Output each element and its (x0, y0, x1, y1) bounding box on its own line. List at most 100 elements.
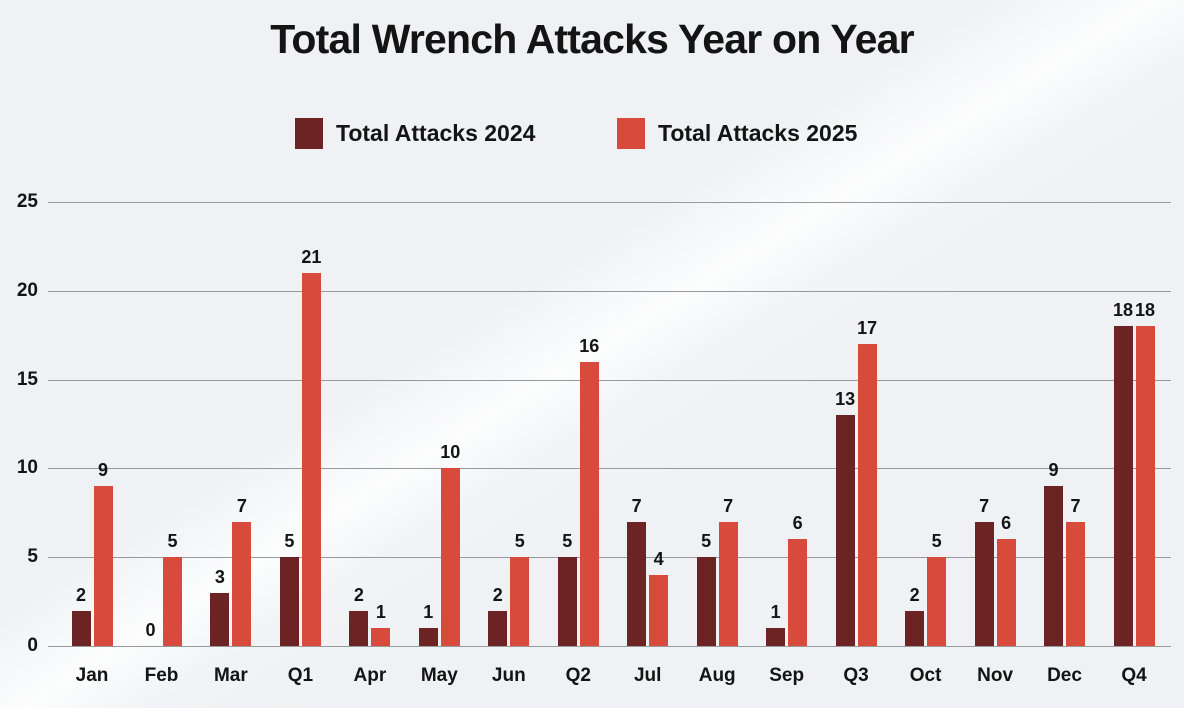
bar-value-label-total-attacks-2025-mar: 7 (236, 495, 247, 516)
bar-total-attacks-2024-sep (766, 628, 786, 646)
legend-item-2024: Total Attacks 2024 (295, 118, 535, 149)
y-axis-tick-label-25: 25 (16, 191, 38, 212)
y-axis-tick-label-0: 0 (27, 635, 38, 656)
bar-total-attacks-2025-q3 (857, 344, 877, 646)
bar-total-attacks-2025-q1 (301, 273, 321, 646)
bar-value-label-total-attacks-2024-feb: 0 (145, 620, 156, 640)
bar-total-attacks-2025-feb (163, 557, 182, 646)
x-axis-label-q2: Q2 (565, 665, 591, 686)
legend-swatch-2024 (295, 118, 323, 149)
bar-value-label-total-attacks-2025-may: 10 (440, 442, 461, 463)
bar-total-attacks-2025-oct (927, 557, 947, 646)
y-axis-tick-label-10: 10 (16, 457, 38, 479)
bar-total-attacks-2025-dec (1066, 521, 1085, 646)
bar-value-label-total-attacks-2025-feb: 5 (167, 531, 178, 552)
y-axis-tick-label-15: 15 (16, 368, 38, 390)
bar-total-attacks-2025-sep (788, 539, 808, 646)
bar-value-label-total-attacks-2024-apr: 2 (353, 584, 364, 605)
bar-value-label-total-attacks-2024-jul: 7 (631, 495, 642, 516)
bar-total-attacks-2024-q4 (1113, 326, 1133, 646)
x-axis-label-jun: Jun (491, 665, 526, 686)
legend-label-2025: Total Attacks 2025 (658, 120, 858, 146)
bar-total-attacks-2024-nov (974, 521, 994, 646)
bar-total-attacks-2024-may (418, 628, 438, 646)
bar-value-label-total-attacks-2025-dec: 7 (1070, 495, 1081, 516)
bar-total-attacks-2025-q4 (1135, 326, 1155, 646)
y-axis-tick-label-20: 20 (16, 279, 38, 301)
bar-value-label-total-attacks-2025-sep: 6 (792, 513, 803, 534)
bar-total-attacks-2025-jan (93, 486, 113, 646)
bar-value-label-total-attacks-2024-aug: 5 (701, 531, 712, 552)
gridline-25 (48, 202, 1171, 203)
bar-value-label-total-attacks-2024-q3: 13 (835, 389, 856, 410)
bar-value-label-total-attacks-2025-q3: 17 (857, 318, 878, 339)
bar-total-attacks-2024-q1 (279, 557, 299, 646)
bar-total-attacks-2025-may (440, 468, 460, 646)
x-axis-label-jan: Jan (75, 665, 109, 686)
legend-swatch-2025 (617, 118, 645, 149)
x-axis-label-apr: Apr (353, 665, 387, 686)
bar-total-attacks-2024-jan (71, 610, 91, 646)
bar-value-label-total-attacks-2025-aug: 7 (723, 495, 734, 516)
bar-value-label-total-attacks-2024-oct: 2 (909, 584, 920, 605)
x-axis-label-q4: Q4 (1121, 665, 1147, 686)
bar-total-attacks-2025-jul (649, 575, 669, 646)
bar-total-attacks-2025-jun (510, 557, 530, 646)
y-axis-tick-label-5: 5 (27, 546, 38, 568)
bar-total-attacks-2024-q3 (835, 415, 855, 646)
x-axis-label-q3: Q3 (843, 665, 869, 686)
x-axis-label-mar: Mar (213, 665, 248, 686)
bar-total-attacks-2024-oct (905, 610, 925, 646)
bar-value-label-total-attacks-2025-jan: 9 (97, 460, 108, 481)
bar-total-attacks-2024-jun (488, 610, 508, 646)
bar-value-label-total-attacks-2024-may: 1 (423, 602, 434, 623)
gridline-0 (48, 646, 1171, 647)
x-axis-label-feb: Feb (144, 665, 179, 686)
bar-total-attacks-2025-apr (371, 628, 391, 646)
x-axis-label-may: May (420, 665, 458, 686)
x-axis-label-dec: Dec (1047, 665, 1082, 686)
bar-value-label-total-attacks-2024-nov: 7 (979, 495, 990, 516)
x-axis-label-nov: Nov (977, 665, 1014, 686)
gridline-15 (48, 379, 1171, 381)
bar-value-label-total-attacks-2024-dec: 9 (1048, 460, 1059, 481)
legend-item-2025: Total Attacks 2025 (617, 118, 857, 149)
gridline-10 (48, 468, 1171, 470)
bar-value-label-total-attacks-2024-jan: 2 (75, 584, 86, 605)
bar-value-label-total-attacks-2024-mar: 3 (214, 566, 225, 587)
bar-value-label-total-attacks-2025-apr: 1 (375, 602, 386, 623)
gridline-5 (48, 557, 1171, 559)
x-axis-label-aug: Aug (698, 665, 736, 686)
bar-total-attacks-2024-q2 (557, 557, 577, 646)
bar-value-label-total-attacks-2025-jul: 4 (653, 549, 664, 569)
bar-value-label-total-attacks-2025-nov: 6 (1001, 513, 1012, 534)
gridline-20 (48, 290, 1171, 292)
legend-label-2024: Total Attacks 2024 (336, 120, 536, 146)
bar-total-attacks-2024-apr (349, 610, 369, 646)
bar-total-attacks-2025-aug (718, 521, 738, 646)
bar-total-attacks-2025-mar (232, 521, 252, 646)
bar-value-label-total-attacks-2025-q2: 16 (579, 335, 600, 356)
bar-total-attacks-2025-nov (996, 539, 1016, 646)
bar-value-label-total-attacks-2025-q4: 18 (1134, 300, 1156, 321)
bar-value-label-total-attacks-2024-q2: 5 (562, 531, 573, 552)
bar-total-attacks-2024-dec (1044, 486, 1063, 646)
bar-value-label-total-attacks-2024-sep: 1 (770, 602, 781, 623)
x-axis-label-oct: Oct (909, 665, 942, 686)
chart-title: Total Wrench Attacks Year on Year (270, 16, 914, 62)
bar-value-label-total-attacks-2024-q4: 18 (1112, 300, 1134, 321)
x-axis-label-jul: Jul (633, 665, 662, 686)
x-axis-label-q1: Q1 (287, 665, 314, 686)
bar-total-attacks-2025-q2 (579, 361, 599, 646)
x-axis-label-sep: Sep (769, 665, 805, 686)
bar-total-attacks-2024-aug (696, 557, 716, 646)
bar-value-label-total-attacks-2024-jun: 2 (492, 584, 503, 605)
bar-value-label-total-attacks-2025-jun: 5 (514, 531, 525, 552)
bar-value-label-total-attacks-2024-q1: 5 (284, 531, 295, 552)
bar-total-attacks-2024-mar (210, 592, 230, 646)
bar-value-label-total-attacks-2025-oct: 5 (931, 531, 942, 552)
bar-total-attacks-2024-jul (627, 521, 647, 646)
bar-value-label-total-attacks-2025-q1: 21 (301, 247, 322, 267)
